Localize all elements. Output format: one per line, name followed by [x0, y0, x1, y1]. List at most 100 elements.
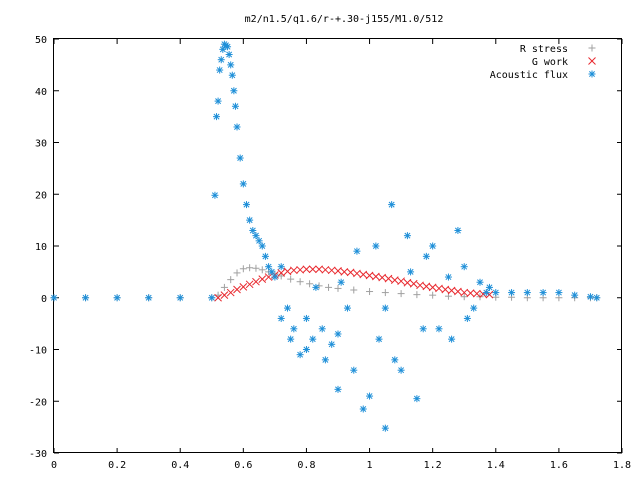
point-star	[309, 335, 317, 343]
point-star	[539, 289, 547, 297]
point-cross	[378, 273, 387, 282]
point-star	[397, 366, 405, 374]
point-star	[255, 237, 263, 245]
point-plus	[397, 290, 405, 298]
point-cross	[359, 270, 368, 279]
point-star	[296, 351, 304, 359]
point-star	[555, 289, 563, 297]
point-plus	[413, 291, 421, 299]
legend-label: Acoustic flux	[490, 70, 568, 81]
point-star	[391, 356, 399, 364]
point-star	[586, 293, 594, 301]
point-cross	[283, 267, 292, 276]
point-star	[343, 304, 351, 312]
point-plus	[246, 264, 254, 272]
point-plus	[334, 284, 342, 292]
point-cross	[390, 276, 399, 285]
x-tick-label: 1.6	[550, 460, 568, 471]
point-plus	[239, 265, 247, 273]
point-cross	[460, 288, 469, 297]
legend-marker	[588, 70, 596, 78]
point-star	[268, 268, 276, 276]
point-star	[523, 289, 531, 297]
point-cross	[447, 286, 456, 295]
point-cross	[441, 285, 450, 294]
point-star	[227, 61, 235, 69]
point-plus	[325, 283, 333, 291]
x-tick-label: 0.8	[297, 460, 315, 471]
y-tick-label: 20	[35, 190, 47, 201]
legend-marker	[588, 57, 596, 65]
y-tick-label: 30	[35, 139, 47, 150]
point-cross	[308, 265, 317, 274]
point-star	[492, 289, 500, 297]
point-star	[246, 216, 254, 224]
point-star	[444, 273, 452, 281]
point-star	[145, 294, 153, 302]
point-cross	[296, 265, 304, 274]
point-plus	[252, 264, 260, 272]
point-plus	[429, 291, 437, 299]
point-cross	[214, 293, 222, 302]
point-star	[214, 97, 222, 105]
point-star	[258, 242, 266, 250]
point-cross	[422, 282, 431, 291]
point-cross	[239, 283, 248, 291]
point-plus	[306, 280, 314, 288]
point-plus	[287, 275, 295, 283]
point-cross	[397, 277, 405, 286]
point-star	[419, 325, 427, 333]
axes: 0 0.2 0.4 0.6 0.8 1 1.2 1.4 1.6 1.8 -30 -20 -10 0 10 20…	[29, 35, 631, 471]
point-star	[470, 304, 478, 312]
point-cross	[353, 269, 361, 278]
point-star	[350, 366, 358, 374]
point-cross	[315, 265, 323, 274]
point-star	[242, 201, 250, 209]
legend-label: R stress	[520, 44, 568, 55]
x-tick-label: 1	[367, 460, 373, 471]
point-star	[366, 392, 374, 400]
point-star	[233, 123, 241, 131]
y-tick-label: 10	[35, 242, 47, 253]
point-star	[359, 405, 367, 413]
point-star	[224, 43, 232, 51]
point-cross	[416, 281, 424, 290]
point-cross	[346, 268, 355, 277]
point-star	[50, 294, 58, 302]
point-star	[216, 66, 224, 74]
point-star	[407, 268, 415, 276]
legend-label: G work	[532, 57, 568, 68]
point-star	[265, 263, 273, 271]
point-plus	[366, 288, 374, 296]
point-plus	[233, 269, 241, 277]
point-star	[482, 289, 490, 297]
point-cross	[372, 272, 380, 281]
legend-marker	[588, 44, 596, 52]
y-tick-label: 50	[35, 35, 47, 46]
point-star	[236, 154, 244, 162]
point-star	[381, 424, 389, 432]
point-star	[318, 325, 326, 333]
point-star	[435, 325, 443, 333]
y-tick-label: -30	[29, 449, 47, 460]
point-cross	[403, 278, 412, 287]
y-tick-label: 0	[41, 294, 47, 305]
point-plus	[315, 282, 323, 290]
point-star	[381, 304, 389, 312]
point-cross	[264, 273, 273, 281]
point-cross	[454, 287, 462, 296]
point-plus	[258, 266, 266, 274]
point-plus	[296, 278, 304, 286]
point-cross	[409, 279, 418, 288]
point-star	[230, 87, 238, 95]
point-cross	[334, 266, 342, 275]
point-plus	[350, 286, 358, 294]
x-tick-label: 1.2	[424, 460, 442, 471]
point-cross	[220, 291, 229, 300]
point-cross	[365, 271, 374, 280]
point-star	[239, 180, 247, 188]
point-star	[231, 102, 239, 110]
x-tick-label: 0.6	[234, 460, 252, 471]
x-tick-label: 1.8	[613, 460, 631, 471]
point-star	[271, 273, 279, 281]
